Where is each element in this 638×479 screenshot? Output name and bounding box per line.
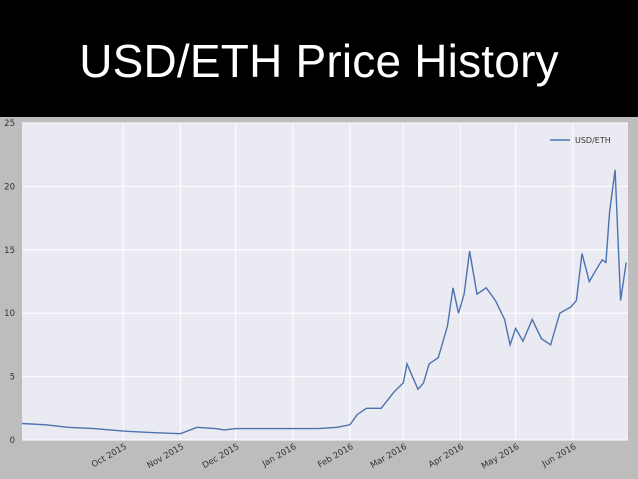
x-tick-label: Jun 2016	[540, 442, 578, 470]
legend-label: USD/ETH	[575, 136, 611, 145]
x-tick-label: Jan 2016	[260, 442, 298, 470]
y-tick-label: 0	[10, 436, 15, 446]
x-tick-label: Dec 2015	[201, 442, 241, 471]
x-axis-ticks: Oct 2015 Nov 2015 Dec 2015 Jan 2016 Feb 2016…	[90, 442, 578, 472]
y-axis-ticks: 0 5 10 15 20 25	[4, 119, 15, 446]
x-tick-label: May 2016	[480, 442, 521, 472]
legend: USD/ETH	[550, 136, 611, 145]
chart-panel: 0 5 10 15 20 25 Oct 2015 Nov 2015 Dec 2015 Jan 2…	[0, 117, 638, 479]
series-line-usd-eth	[21, 169, 627, 435]
x-tick-label: Nov 2015	[145, 442, 185, 471]
y-tick-label: 25	[4, 119, 15, 129]
y-tick-label: 5	[10, 373, 15, 383]
x-tick-label: Feb 2016	[316, 442, 355, 470]
slide-title: USD/ETH Price History	[79, 35, 559, 87]
line-chart: 0 5 10 15 20 25 Oct 2015 Nov 2015 Dec 2015 Jan 2…	[4, 119, 628, 472]
x-tick-label: Apr 2016	[427, 442, 466, 470]
plot-area	[22, 123, 628, 440]
y-tick-label: 15	[4, 246, 15, 256]
y-tick-label: 10	[4, 309, 15, 319]
x-tick-label: Mar 2016	[369, 442, 409, 471]
gridlines	[22, 122, 628, 441]
y-tick-label: 20	[4, 182, 15, 192]
x-tick-label: Oct 2015	[90, 442, 129, 470]
